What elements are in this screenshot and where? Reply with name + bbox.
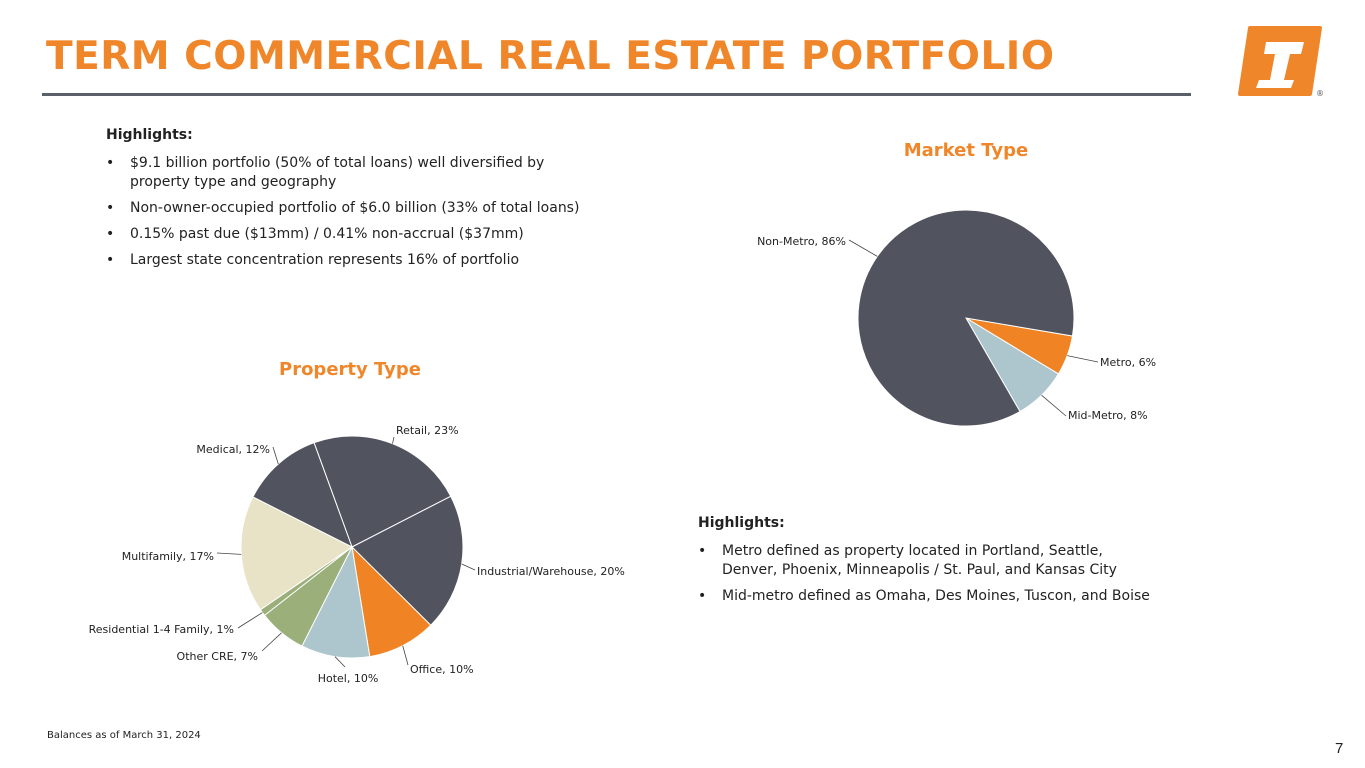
data-label: Metro, 6% [1100, 356, 1156, 369]
data-label: Residential 1-4 Family, 1% [89, 623, 234, 636]
data-label: Industrial/Warehouse, 20% [477, 565, 625, 578]
title-divider [42, 93, 1191, 96]
highlights-bottom: Highlights: Metro defined as property lo… [676, 514, 1156, 613]
pie-slice-medical [252, 442, 353, 549]
leader-line [334, 656, 346, 668]
leader-line [216, 552, 242, 555]
highlights-top-list: $9.1 billion portfolio (50% of total loa… [84, 154, 604, 270]
data-label: Multifamily, 17% [122, 550, 214, 563]
leader-line [848, 239, 878, 257]
highlights-top-title: Highlights: [106, 127, 193, 143]
data-label: Retail, 23% [396, 424, 459, 437]
footnote: Balances as of March 31, 2024 [47, 730, 201, 741]
leader-line [1041, 394, 1067, 417]
highlights-bottom-title: Highlights: [698, 515, 785, 531]
pie-slice-multifamily [240, 496, 353, 611]
leader-line [461, 563, 476, 571]
market-type-chart-title: Market Type [903, 140, 1029, 161]
company-logo: ® [1238, 26, 1324, 98]
pie-slice-industrial-warehouse [351, 495, 464, 626]
data-label: Office, 10% [410, 663, 474, 676]
list-item: Largest state concentration represents 1… [84, 251, 604, 270]
leader-line [1067, 355, 1099, 363]
leader-line [392, 436, 395, 444]
data-label: Mid-Metro, 8% [1068, 409, 1148, 422]
data-label: Hotel, 10% [318, 672, 379, 685]
page-number: 7 [1335, 740, 1344, 757]
leader-line [237, 612, 263, 629]
logo-registered-mark: ® [1316, 89, 1324, 98]
pie-slice-retail [313, 435, 452, 548]
data-label: Other CRE, 7% [177, 650, 258, 663]
leader-line [272, 446, 279, 465]
highlights-bottom-list: Metro defined as property located in Por… [676, 542, 1156, 606]
list-item: Metro defined as property located in Por… [676, 542, 1156, 580]
highlights-top: Highlights: $9.1 billion portfolio (50% … [84, 126, 604, 277]
list-item: 0.15% past due ($13mm) / 0.41% non-accru… [84, 225, 604, 244]
list-item: Mid-metro defined as Omaha, Des Moines, … [676, 587, 1156, 606]
list-item: $9.1 billion portfolio (50% of total loa… [84, 154, 604, 192]
data-label: Medical, 12% [196, 443, 270, 456]
pie-slice-non-metro [857, 209, 1075, 427]
property-type-chart-title: Property Type [279, 359, 421, 380]
data-label: Non-Metro, 86% [757, 235, 846, 248]
logo-letter [1256, 42, 1304, 88]
page-title: TERM COMMERCIAL REAL ESTATE PORTFOLIO [46, 34, 1055, 79]
list-item: Non-owner-occupied portfolio of $6.0 bil… [84, 199, 604, 218]
leader-line [402, 645, 409, 666]
leader-line [261, 632, 282, 652]
